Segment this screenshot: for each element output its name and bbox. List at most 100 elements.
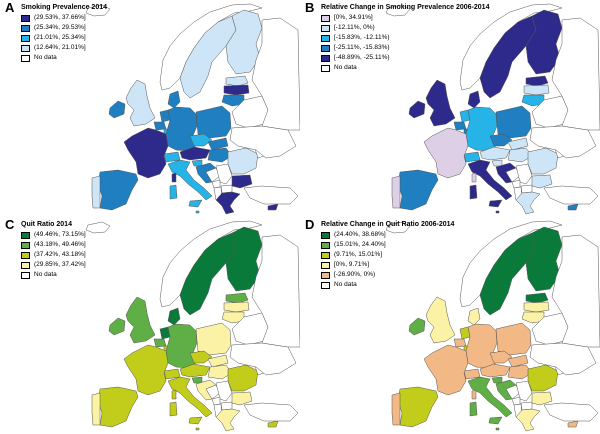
region-czechia bbox=[189, 350, 213, 364]
region-germany bbox=[165, 323, 198, 369]
region-iceland bbox=[385, 221, 411, 234]
legend-item: (9.71%, 15.01%] bbox=[321, 250, 454, 260]
region-slovenia bbox=[491, 376, 503, 384]
region-iceland bbox=[85, 4, 111, 17]
legend-label: (9.71%, 15.01%] bbox=[334, 251, 383, 258]
region-finland bbox=[525, 226, 563, 292]
legend-item: [0%, 9.71%] bbox=[321, 260, 454, 270]
region-greece bbox=[215, 191, 241, 215]
legend-swatch bbox=[21, 261, 30, 269]
region-sicily bbox=[488, 416, 503, 425]
region-poland bbox=[195, 322, 232, 356]
region-hungary bbox=[207, 364, 233, 380]
legend-label: (43.18%, 49.46%] bbox=[34, 241, 86, 248]
region-slovakia bbox=[507, 354, 529, 368]
legend-swatch bbox=[21, 54, 30, 62]
legend-label: (25.34%, 29.53%] bbox=[34, 24, 86, 31]
region-serbia bbox=[515, 380, 533, 402]
panel-c: C Quit Ratio 2014 (49.46%, 73.15%] (43.1… bbox=[0, 217, 300, 434]
legend-label: (21.01%, 25.34%] bbox=[34, 34, 86, 41]
map-legend: Relative Change in Smoking Prevalence 20… bbox=[321, 3, 489, 73]
region-latvia bbox=[223, 301, 250, 313]
legend-label: [0%, 34.91%] bbox=[334, 14, 373, 21]
region-turkey bbox=[543, 402, 599, 422]
region-sardinia bbox=[469, 184, 478, 200]
legend-item: (15.01%, 24.40%] bbox=[321, 240, 454, 250]
legend-item: (25.34%, 29.53%] bbox=[21, 23, 107, 33]
region-russia bbox=[251, 234, 300, 348]
legend-item: [-12.11%, 0%) bbox=[321, 23, 489, 33]
region-slovenia bbox=[191, 159, 203, 167]
region-portugal bbox=[391, 175, 401, 209]
region-portugal bbox=[91, 392, 101, 426]
region-turkey bbox=[243, 402, 299, 422]
region-romania bbox=[527, 147, 559, 175]
legend-swatch bbox=[21, 271, 30, 279]
region-malta bbox=[195, 210, 200, 214]
region-romania bbox=[227, 147, 259, 175]
region-slovakia bbox=[207, 137, 229, 151]
legend-label: No data bbox=[34, 271, 57, 278]
legend-swatch bbox=[321, 231, 330, 239]
region-slovakia bbox=[207, 354, 229, 368]
region-bulgaria bbox=[231, 391, 253, 406]
map-legend: Relative Change in Quit Ratio 2006-2014 … bbox=[321, 220, 454, 290]
legend-label: [-48.89%, -25.11%) bbox=[334, 54, 390, 61]
region-poland bbox=[195, 105, 232, 139]
legend-label: [-25.11%, -15.83%) bbox=[334, 44, 390, 51]
region-lithuania bbox=[521, 311, 545, 324]
region-malta bbox=[495, 427, 500, 431]
region-iceland bbox=[85, 221, 111, 234]
legend-label: [-12.11%, 0%) bbox=[334, 24, 375, 31]
region-bulgaria bbox=[231, 174, 253, 189]
legend-swatch bbox=[321, 241, 330, 249]
region-corsica bbox=[471, 389, 477, 400]
region-hungary bbox=[507, 364, 533, 380]
panel-letter: A bbox=[5, 0, 15, 15]
region-turkey bbox=[243, 185, 299, 205]
region-malta bbox=[495, 210, 500, 214]
region-germany bbox=[465, 323, 498, 369]
region-finland bbox=[525, 9, 563, 75]
choropleth-map bbox=[85, 3, 300, 215]
legend-label: [-15.83%, -12.11%) bbox=[334, 34, 390, 41]
legend-swatch bbox=[321, 24, 330, 32]
legend-label: No data bbox=[334, 64, 357, 71]
legend-label: [-26.90%, 0%) bbox=[334, 271, 376, 278]
region-corsica bbox=[471, 172, 477, 183]
region-hungary bbox=[507, 147, 533, 163]
region-macedonia bbox=[520, 184, 533, 194]
legend-swatch bbox=[21, 14, 30, 22]
region-italy bbox=[467, 376, 513, 418]
legend-label: (15.01%, 24.40%] bbox=[334, 241, 386, 248]
region-macedonia bbox=[220, 184, 233, 194]
region-macedonia bbox=[520, 401, 533, 411]
region-switzerland bbox=[163, 368, 181, 380]
panel-letter: C bbox=[5, 217, 15, 232]
region-estonia bbox=[225, 292, 249, 304]
region-bulgaria bbox=[531, 174, 553, 189]
legend-swatch bbox=[321, 271, 330, 279]
region-romania bbox=[527, 364, 559, 392]
region-ireland bbox=[108, 100, 126, 119]
legend-label: No data bbox=[334, 281, 357, 288]
region-switzerland bbox=[463, 368, 481, 380]
legend-label: (12.64%, 21.01%] bbox=[34, 44, 86, 51]
map-legend: Quit Ratio 2014 (49.46%, 73.15%] (43.18%… bbox=[21, 220, 86, 280]
legend-label: (29.53%, 37.66%] bbox=[34, 14, 86, 21]
region-denmark bbox=[467, 90, 481, 109]
region-serbia bbox=[515, 163, 533, 185]
legend-title: Relative Change in Quit Ratio 2006-2014 bbox=[321, 221, 455, 228]
region-czechia bbox=[189, 133, 213, 147]
region-germany bbox=[165, 106, 198, 152]
legend-item: [-25.11%, -15.83%) bbox=[321, 43, 489, 53]
region-sardinia bbox=[169, 184, 178, 200]
legend-item: No data bbox=[21, 53, 107, 63]
region-uk bbox=[425, 296, 456, 344]
region-cyprus bbox=[567, 203, 579, 211]
legend-swatch bbox=[21, 44, 30, 52]
region-greece bbox=[515, 408, 541, 432]
region-poland bbox=[495, 322, 532, 356]
region-hungary bbox=[207, 147, 233, 163]
legend-swatch bbox=[21, 251, 30, 259]
